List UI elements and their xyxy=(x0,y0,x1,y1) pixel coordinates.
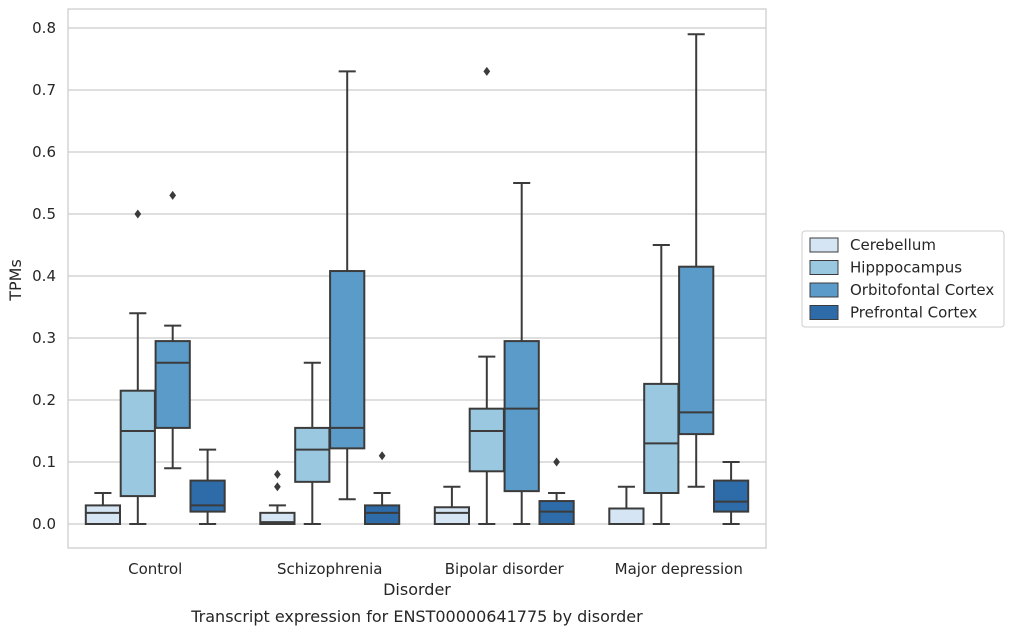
legend-swatch xyxy=(809,282,839,298)
box-hipppocampus xyxy=(468,66,505,525)
legend-label: Orbitofontal Cortex xyxy=(850,281,994,299)
box-iqr xyxy=(608,507,645,525)
y-tick-label: 0.4 xyxy=(32,267,56,285)
outlier-point xyxy=(134,209,142,219)
legend-swatch xyxy=(809,260,839,275)
legend-label: Prefrontal Cortex xyxy=(850,304,977,322)
outlier-point xyxy=(483,66,491,76)
box-iqr xyxy=(294,426,331,483)
y-axis-label: TPMs xyxy=(6,259,25,302)
x-tick-label: Control xyxy=(128,560,182,578)
legend-frame xyxy=(801,230,1005,328)
box-iqr xyxy=(643,382,680,495)
box-iqr xyxy=(329,270,366,450)
y-tick-label: 0.0 xyxy=(32,515,56,533)
box-prefrontal-cortex xyxy=(189,448,226,525)
box-iqr xyxy=(84,504,122,525)
y-tick-label: 0.2 xyxy=(32,391,56,409)
outlier-point xyxy=(553,457,560,467)
box-orbitofontal-cortex xyxy=(503,182,540,525)
y-tick-label: 0.3 xyxy=(32,329,56,347)
box-hipppocampus xyxy=(294,361,331,525)
plot-frame xyxy=(67,8,767,549)
box-series xyxy=(84,33,750,526)
y-tick-label: 0.6 xyxy=(32,143,56,161)
box-iqr xyxy=(503,340,540,493)
x-tick-label: Schizophrenia xyxy=(277,560,382,578)
legend: Cerebellum Hipppocampus Orbitofontal Corte… xyxy=(801,230,1005,328)
box-iqr xyxy=(189,479,226,513)
box-iqr xyxy=(433,506,471,526)
y-tick-label: 0.8 xyxy=(32,19,56,37)
box-orbitofontal-cortex xyxy=(154,190,191,470)
box-cerebellum xyxy=(84,492,122,525)
box-cerebellum xyxy=(259,469,296,526)
legend-label: Cerebellum xyxy=(850,236,936,254)
y-tick-labels: 0.0 0.1 0.2 0.3 0.4 0.5 0.6 0.7 0.8 xyxy=(32,19,56,533)
box-prefrontal-cortex xyxy=(363,451,401,525)
box-iqr xyxy=(468,407,505,473)
box-orbitofontal-cortex xyxy=(678,33,715,488)
box-cerebellum xyxy=(433,485,471,526)
box-iqr xyxy=(119,389,156,498)
x-axis-label: Disorder xyxy=(383,580,451,599)
chart-caption: Transcript expression for ENST0000064177… xyxy=(190,607,643,626)
box-hipppocampus xyxy=(119,209,156,525)
box-prefrontal-cortex xyxy=(712,461,750,525)
x-tick-label: Bipolar disorder xyxy=(445,560,565,578)
box-hipppocampus xyxy=(643,244,680,525)
x-tick-labels: Control Schizophrenia Bipolar disorder Majo… xyxy=(128,560,743,578)
legend-swatch xyxy=(809,305,839,320)
outlier-point xyxy=(274,469,281,479)
y-tick-label: 0.1 xyxy=(32,453,56,471)
y-tick-label: 0.5 xyxy=(32,205,56,223)
box-iqr xyxy=(363,504,401,525)
y-tick-label: 0.7 xyxy=(32,81,56,99)
outlier-point xyxy=(378,451,386,461)
box-prefrontal-cortex xyxy=(538,457,575,525)
box-iqr xyxy=(678,265,715,436)
box-iqr xyxy=(712,479,750,513)
legend-label: Hipppocampus xyxy=(850,259,962,277)
x-tick-label: Major depression xyxy=(615,560,743,578)
box-iqr xyxy=(259,511,296,526)
legend-swatch xyxy=(809,237,839,253)
box-iqr xyxy=(154,340,191,429)
outlier-point xyxy=(274,482,281,492)
outlier-point xyxy=(169,190,177,200)
box-cerebellum xyxy=(608,485,645,525)
box-orbitofontal-cortex xyxy=(329,70,366,501)
